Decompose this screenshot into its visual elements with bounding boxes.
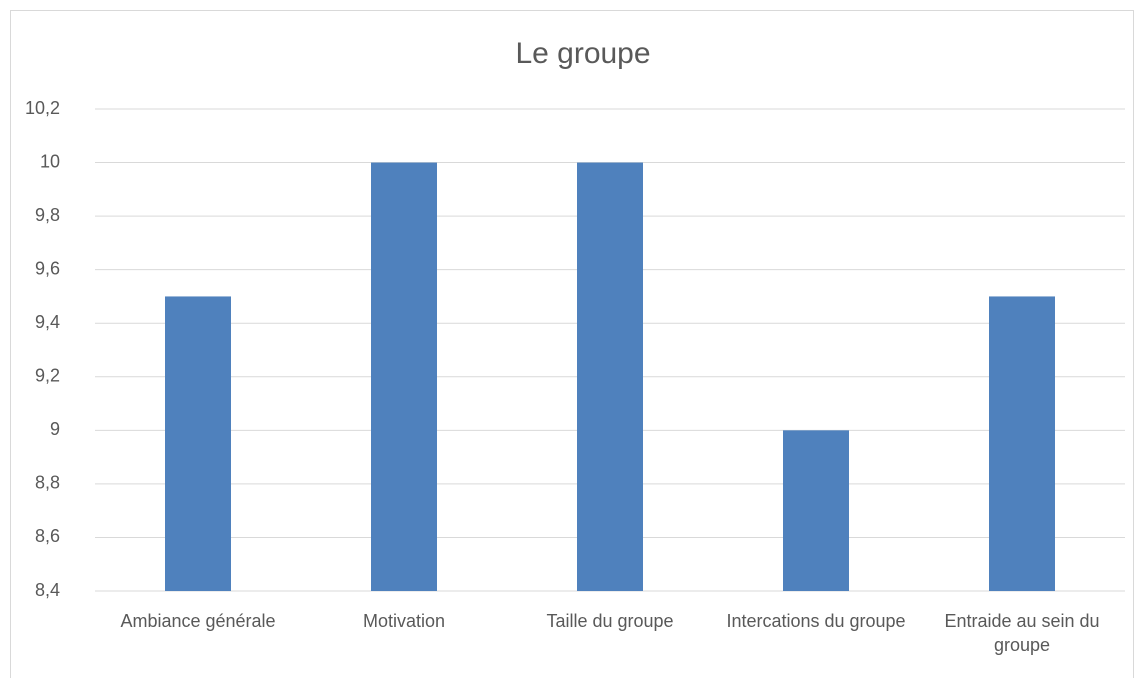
x-tick-label: Entraide au sein du groupe <box>944 611 1100 655</box>
bar <box>577 162 643 592</box>
x-tick-label: Ambiance générale <box>120 611 276 631</box>
bar <box>783 430 849 591</box>
bar <box>371 162 437 592</box>
y-tick-label: 8,6 <box>35 526 60 546</box>
chart-title: Le groupe <box>515 37 650 70</box>
y-tick-label: 9,6 <box>35 258 60 278</box>
y-tick-label: 10 <box>40 151 60 171</box>
y-tick-label: 9,2 <box>35 366 60 386</box>
x-tick-label: Intercations du groupe <box>726 611 906 631</box>
bar <box>989 296 1055 591</box>
y-tick-label: 9 <box>50 419 60 439</box>
x-tick-label: Taille du groupe <box>546 611 674 631</box>
y-tick-label: 8,4 <box>35 580 60 600</box>
x-tick-label: Motivation <box>362 611 446 631</box>
bar <box>165 296 231 591</box>
y-tick-label: 9,8 <box>35 205 60 225</box>
y-tick-label: 8,8 <box>35 473 60 493</box>
y-tick-label: 10,2 <box>25 98 60 118</box>
y-tick-label: 9,4 <box>35 312 60 332</box>
